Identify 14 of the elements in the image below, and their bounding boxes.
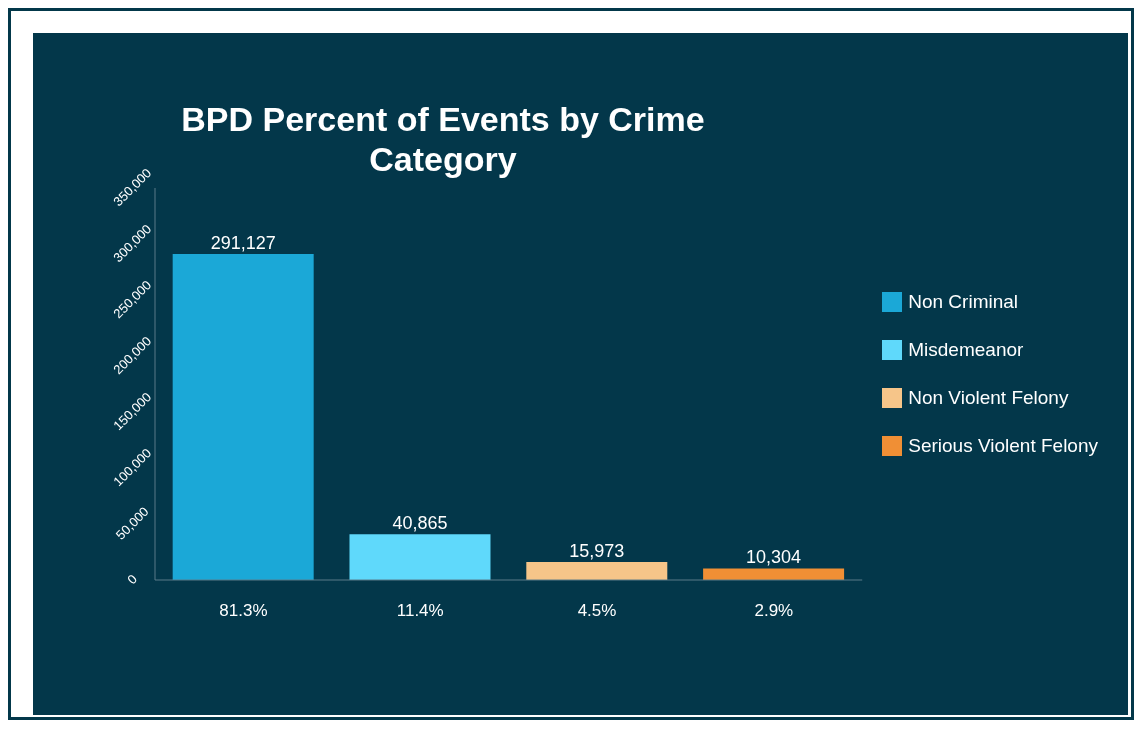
- data-label: 10,304: [746, 547, 802, 568]
- legend-label: Non Criminal: [908, 291, 1019, 313]
- legend-label: Serious Violent Felony: [908, 435, 1098, 457]
- data-label: 40,865: [392, 513, 448, 534]
- x-tick-label: 11.4%: [396, 601, 444, 621]
- data-label: 15,973: [569, 541, 625, 562]
- x-tick-label: 4.5%: [577, 601, 617, 621]
- legend-label: Misdemeanor: [908, 339, 1024, 361]
- legend-label: Non Violent Felony: [908, 387, 1069, 409]
- x-tick-label: 2.9%: [754, 601, 794, 621]
- x-tick-label: 81.3%: [219, 601, 268, 621]
- y-tick-label: 0: [124, 571, 141, 588]
- data-label: 291,127: [210, 232, 276, 253]
- chart-title: BPD Percent of Events by Crime Category: [180, 99, 706, 179]
